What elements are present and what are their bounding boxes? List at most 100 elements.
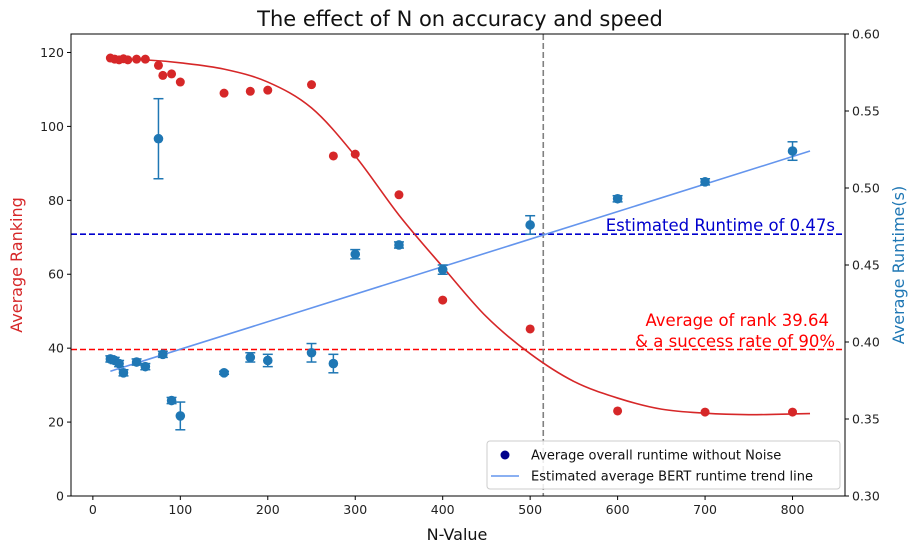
legend-label-trend: Estimated average BERT runtime trend lin…: [531, 470, 813, 485]
runtime-point: [394, 240, 404, 250]
x-tick-label: 200: [256, 502, 280, 517]
ranking-point: [153, 60, 163, 70]
ranking-point: [175, 77, 185, 87]
ranking-point: [307, 80, 317, 90]
runtime-point-group: [114, 358, 125, 369]
runtime-point-group: [350, 248, 361, 260]
runtime-point-group: [262, 353, 273, 368]
runtime-point-group: [131, 357, 142, 367]
ranking-points-layer: [105, 53, 798, 417]
runtime-point: [118, 368, 129, 378]
x-tick-label: 600: [606, 502, 630, 517]
runtime-point: [131, 357, 142, 367]
runtime-annotation: Estimated Runtime of 0.47s: [606, 216, 835, 235]
ranking-point: [132, 54, 142, 64]
ranking-point: [613, 406, 623, 416]
y-right-tick-label: 0.30: [852, 489, 880, 504]
reference-lines: [71, 34, 845, 496]
y-right-tick-label: 0.40: [852, 335, 880, 350]
runtime-point: [245, 352, 256, 363]
runtime-trend-line: [110, 150, 811, 373]
runtime-point-group: [328, 353, 339, 374]
y-right-tick-label: 0.55: [852, 104, 880, 119]
ranking-point: [328, 151, 338, 161]
ranking-point: [350, 149, 360, 159]
runtime-point-group: [118, 368, 129, 378]
runtime-point: [158, 349, 168, 360]
y-right-tick-label: 0.45: [852, 258, 880, 273]
runtime-point-group: [140, 361, 151, 372]
legend-label-runtime: Average overall runtime without Noise: [531, 449, 781, 464]
y-axis-right-label: Average Runtime(s): [889, 186, 908, 344]
ranking-point: [263, 85, 273, 95]
runtime-point: [140, 361, 151, 372]
ranking-annotation-line1: Average of rank 39.64: [645, 311, 829, 330]
runtime-point: [437, 264, 448, 275]
legend-marker-runtime: [500, 450, 510, 460]
runtime-point: [153, 133, 164, 144]
ranking-point: [158, 70, 168, 80]
runtime-point: [328, 358, 339, 369]
y-left-tick-label: 20: [48, 415, 64, 430]
y-left-tick-label: 120: [40, 45, 64, 60]
y-left-tick-label: 80: [48, 193, 64, 208]
y-left-tick-label: 100: [40, 119, 64, 134]
x-tick-label: 300: [343, 502, 367, 517]
legend: Average overall runtime without Noise Es…: [486, 440, 841, 490]
runtime-point-group: [700, 177, 711, 187]
x-tick-label: 800: [781, 502, 805, 517]
ranking-annotation-line2: & a success rate of 90%: [635, 332, 835, 351]
ranking-point: [123, 55, 133, 65]
legend-box: [486, 440, 841, 490]
ranking-point: [788, 407, 798, 417]
y-right-tick-label: 0.35: [852, 412, 880, 427]
chart-title: The effect of N on accuracy and speed: [256, 7, 663, 31]
runtime-point-group: [166, 395, 177, 406]
ranking-point: [438, 295, 448, 305]
runtime-point-group: [306, 342, 317, 363]
runtime-point-group: [787, 141, 798, 162]
ranking-point: [394, 190, 404, 200]
ranking-point: [700, 407, 710, 417]
runtime-point: [166, 395, 177, 406]
runtime-point-group: [157, 349, 168, 360]
runtime-point-group: [153, 97, 164, 180]
runtime-point: [700, 177, 710, 187]
x-tick-label: 500: [518, 502, 542, 517]
ranking-point: [219, 88, 229, 98]
x-tick-label: 0: [89, 502, 97, 517]
runtime-point-group: [612, 193, 623, 204]
x-tick-label: 700: [693, 502, 717, 517]
runtime-point-group: [393, 240, 404, 250]
runtime-point-group: [525, 214, 536, 235]
axes-layer: 0 100 200 300 400 500 600 700 800 0 20 40 60 80 100 120…: [40, 27, 880, 518]
runtime-point: [306, 347, 317, 358]
x-axis-label: N-Value: [427, 525, 488, 544]
runtime-point: [262, 355, 273, 366]
runtime-points-layer: [105, 97, 798, 431]
y-left-tick-label: 60: [48, 267, 64, 282]
ranking-point: [525, 324, 535, 334]
ranking-point: [140, 54, 150, 64]
runtime-point: [787, 146, 798, 156]
y-left-tick-label: 40: [48, 341, 64, 356]
runtime-point: [350, 249, 361, 260]
runtime-point: [219, 368, 229, 378]
runtime-point-group: [245, 352, 256, 363]
y-right-tick-label: 0.50: [852, 181, 880, 196]
runtime-point-group: [219, 368, 230, 378]
runtime-point: [612, 193, 623, 204]
runtime-point: [175, 411, 186, 421]
ranking-point: [245, 86, 255, 96]
ranking-point: [167, 69, 177, 79]
y-axis-left-label: Average Ranking: [7, 197, 26, 333]
x-tick-label: 400: [431, 502, 455, 517]
runtime-point: [114, 358, 124, 369]
runtime-point-group: [175, 401, 186, 431]
y-left-tick-label: 0: [56, 489, 64, 504]
runtime-trend-layer: [110, 150, 811, 373]
runtime-point-group: [437, 264, 448, 275]
runtime-point: [525, 220, 535, 230]
y-right-tick-label: 0.60: [852, 27, 880, 42]
